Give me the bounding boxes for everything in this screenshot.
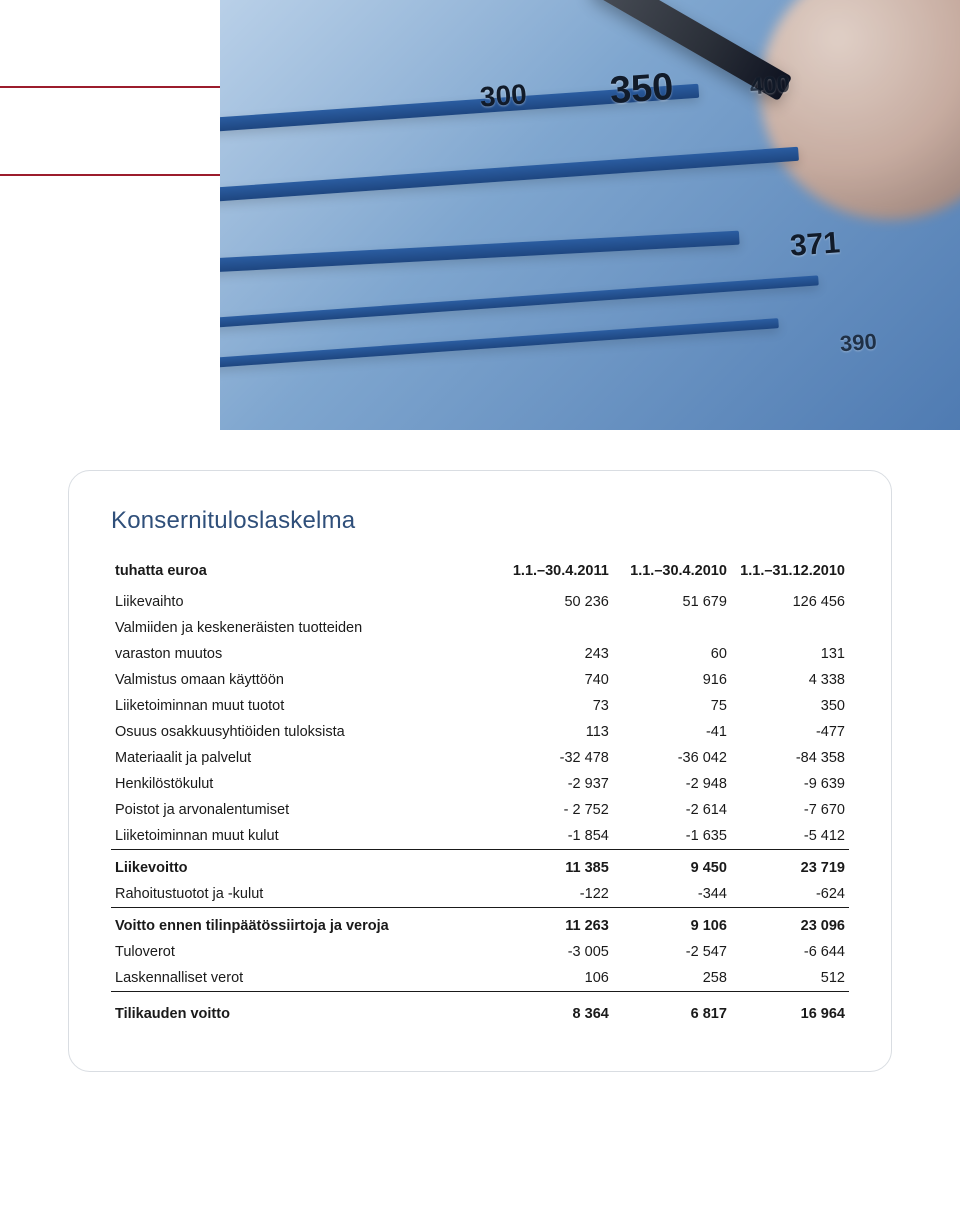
row-value: 6 817 (613, 992, 731, 1028)
row-label: Valmiiden ja keskeneräisten tuotteiden (111, 615, 495, 641)
row-label: Tilikauden voitto (111, 992, 495, 1028)
col-header-period: 1.1.–30.4.2010 (613, 557, 731, 589)
row-value: 131 (731, 641, 849, 667)
hero-axis-label: 371 (789, 226, 841, 263)
table-row: varaston muutos24360131 (111, 641, 849, 667)
row-value: 23 096 (731, 908, 849, 940)
row-label: varaston muutos (111, 641, 495, 667)
table-row: Liiketoiminnan muut kulut-1 854-1 635-5 … (111, 823, 849, 850)
row-label: Henkilöstökulut (111, 771, 495, 797)
hero-axis-label: 300 (479, 78, 528, 113)
hero-bar (220, 147, 799, 204)
row-value: 60 (613, 641, 731, 667)
table-row: Valmistus omaan käyttöön7409164 338 (111, 667, 849, 693)
row-value: 350 (731, 693, 849, 719)
row-value: -2 948 (613, 771, 731, 797)
row-value: 50 236 (495, 589, 613, 615)
row-value (613, 615, 731, 641)
table-header-row: tuhatta euroa 1.1.–30.4.2011 1.1.–30.4.2… (111, 557, 849, 589)
row-value: -2 937 (495, 771, 613, 797)
row-value: 106 (495, 965, 613, 992)
table-row: Osuus osakkuusyhtiöiden tuloksista113-41… (111, 719, 849, 745)
row-value: -624 (731, 881, 849, 908)
income-statement-card: Konsernituloslaskelma tuhatta euroa 1.1.… (68, 470, 892, 1072)
row-value: -5 412 (731, 823, 849, 850)
row-value: -1 635 (613, 823, 731, 850)
row-value: -7 670 (731, 797, 849, 823)
row-value: 11 385 (495, 850, 613, 882)
row-label: Liikevoitto (111, 850, 495, 882)
row-label: Tuloverot (111, 939, 495, 965)
row-value: -3 005 (495, 939, 613, 965)
table-row: Liiketoiminnan muut tuotot7375350 (111, 693, 849, 719)
row-value: -2 614 (613, 797, 731, 823)
table-row: Tilikauden voitto8 3646 81716 964 (111, 992, 849, 1028)
row-value: -477 (731, 719, 849, 745)
row-value: 740 (495, 667, 613, 693)
row-value: -6 644 (731, 939, 849, 965)
col-header-label: tuhatta euroa (111, 557, 495, 589)
row-value: 9 106 (613, 908, 731, 940)
row-value: 4 338 (731, 667, 849, 693)
row-value: -1 854 (495, 823, 613, 850)
hero-bar (220, 318, 779, 370)
hero-image: 300 350 400 371 390 (220, 0, 960, 430)
hero-axis-label: 390 (839, 329, 877, 357)
row-label: Voitto ennen tilinpäätössiirtoja ja vero… (111, 908, 495, 940)
table-row: Valmiiden ja keskeneräisten tuotteiden (111, 615, 849, 641)
row-value: - 2 752 (495, 797, 613, 823)
row-value: 916 (613, 667, 731, 693)
card-title: Konsernituloslaskelma (111, 507, 849, 535)
row-value: 11 263 (495, 908, 613, 940)
row-label: Valmistus omaan käyttöön (111, 667, 495, 693)
income-statement-table: tuhatta euroa 1.1.–30.4.2011 1.1.–30.4.2… (111, 557, 849, 1027)
row-value (731, 615, 849, 641)
hero-axis-label: 350 (609, 66, 675, 113)
row-label: Liiketoiminnan muut kulut (111, 823, 495, 850)
row-value (495, 615, 613, 641)
row-value: -36 042 (613, 745, 731, 771)
row-value: -344 (613, 881, 731, 908)
row-label: Materiaalit ja palvelut (111, 745, 495, 771)
row-value: 512 (731, 965, 849, 992)
row-value: 243 (495, 641, 613, 667)
row-value: -84 358 (731, 745, 849, 771)
row-value: -2 547 (613, 939, 731, 965)
row-label: Osuus osakkuusyhtiöiden tuloksista (111, 719, 495, 745)
hero-axis-label: 400 (749, 71, 791, 102)
row-value: 113 (495, 719, 613, 745)
row-label: Laskennalliset verot (111, 965, 495, 992)
row-value: 75 (613, 693, 731, 719)
row-value: 23 719 (731, 850, 849, 882)
row-value: -32 478 (495, 745, 613, 771)
row-value: 73 (495, 693, 613, 719)
row-value: -9 639 (731, 771, 849, 797)
table-row: Henkilöstökulut-2 937-2 948-9 639 (111, 771, 849, 797)
row-value: -122 (495, 881, 613, 908)
table-row: Liikevoitto11 3859 45023 719 (111, 850, 849, 882)
table-row: Liikevaihto50 23651 679126 456 (111, 589, 849, 615)
table-row: Tuloverot-3 005-2 547-6 644 (111, 939, 849, 965)
row-label: Poistot ja arvonalentumiset (111, 797, 495, 823)
table-row: Laskennalliset verot106258512 (111, 965, 849, 992)
row-value: 258 (613, 965, 731, 992)
row-value: 16 964 (731, 992, 849, 1028)
table-row: Poistot ja arvonalentumiset- 2 752-2 614… (111, 797, 849, 823)
table-row: Materiaalit ja palvelut-32 478-36 042-84… (111, 745, 849, 771)
row-value: -41 (613, 719, 731, 745)
col-header-period: 1.1.–31.12.2010 (731, 557, 849, 589)
hero-bar (220, 231, 740, 274)
table-row: Rahoitustuotot ja -kulut-122-344-624 (111, 881, 849, 908)
row-label: Rahoitustuotot ja -kulut (111, 881, 495, 908)
row-label: Liiketoiminnan muut tuotot (111, 693, 495, 719)
col-header-period: 1.1.–30.4.2011 (495, 557, 613, 589)
row-value: 126 456 (731, 589, 849, 615)
row-value: 51 679 (613, 589, 731, 615)
row-label: Liikevaihto (111, 589, 495, 615)
hero-thumb-blur (760, 0, 960, 220)
row-value: 8 364 (495, 992, 613, 1028)
row-value: 9 450 (613, 850, 731, 882)
table-row: Voitto ennen tilinpäätössiirtoja ja vero… (111, 908, 849, 940)
